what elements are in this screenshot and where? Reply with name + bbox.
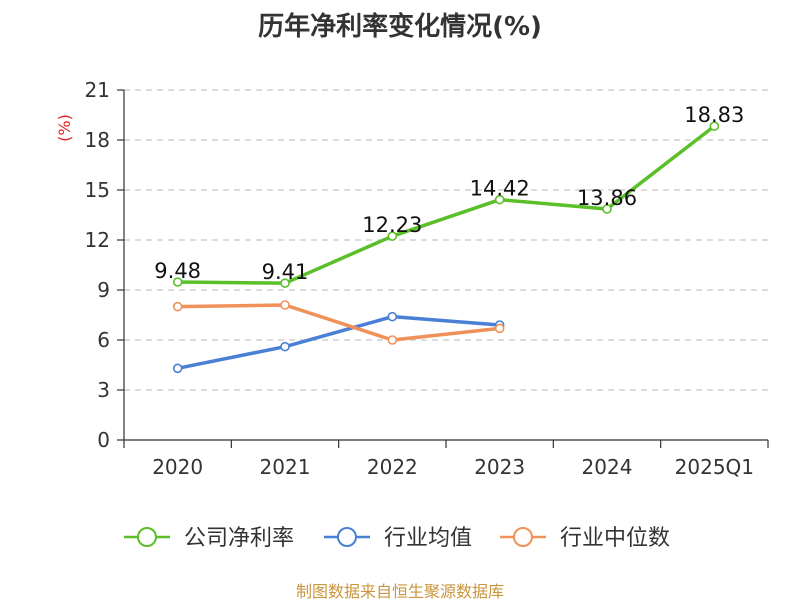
series-group <box>172 121 720 374</box>
y-tick-label: 3 <box>97 378 110 402</box>
y-axis-unit-label: (%) <box>55 114 74 142</box>
legend-marker <box>513 527 533 547</box>
data-point <box>280 278 290 288</box>
data-labels: 9.48 9.41 12.23 14.42 13.86 18.83 <box>154 103 744 284</box>
data-point <box>602 204 612 214</box>
y-tick-label: 21 <box>85 78 110 102</box>
y-tick-label: 12 <box>85 228 110 252</box>
legend-marker <box>137 527 157 547</box>
data-label: 12.23 <box>362 213 422 237</box>
y-axis-ticks: 0 3 6 9 12 15 18 21 <box>85 78 124 452</box>
legend: 公司净利率 行业均值 行业中位数 <box>124 526 670 551</box>
data-point <box>709 121 720 131</box>
data-point <box>494 323 505 334</box>
grid-lines <box>124 89 768 391</box>
legend-label: 公司净利率 <box>184 526 294 551</box>
x-axis-ticks: 2020 2021 2022 2023 2024 2025Q1 <box>123 440 769 479</box>
data-label: 14.42 <box>470 177 530 201</box>
data-point <box>494 194 505 205</box>
data-label: 13.86 <box>577 186 637 210</box>
x-tick-label: 2025Q1 <box>675 455 754 479</box>
y-tick-label: 18 <box>85 128 110 152</box>
y-tick-label: 0 <box>97 428 110 452</box>
y-tick-label: 15 <box>85 178 110 202</box>
chart-title: 历年净利率变化情况(%) <box>258 12 542 42</box>
legend-marker <box>337 527 357 547</box>
series-line <box>175 124 717 285</box>
data-point <box>280 341 290 352</box>
y-tick-label: 9 <box>97 278 110 302</box>
data-point <box>172 301 183 312</box>
data-label: 18.83 <box>684 103 744 127</box>
x-tick-label: 2024 <box>582 455 633 479</box>
x-tick-label: 2021 <box>260 455 311 479</box>
data-point <box>387 231 398 241</box>
data-point <box>172 277 183 287</box>
data-point <box>172 363 183 374</box>
legend-label: 行业中位数 <box>560 526 670 551</box>
series-line <box>175 314 502 371</box>
series-line <box>175 303 502 342</box>
legend-label: 行业均值 <box>384 526 472 551</box>
data-label: 9.48 <box>154 259 201 283</box>
data-point <box>280 300 290 310</box>
data-point <box>387 311 398 322</box>
x-tick-label: 2022 <box>367 455 418 479</box>
data-label: 9.41 <box>262 260 309 284</box>
y-tick-label: 6 <box>97 328 110 352</box>
x-tick-label: 2020 <box>152 455 203 479</box>
source-note: 制图数据来自恒生聚源数据库 <box>295 582 504 601</box>
x-tick-label: 2023 <box>474 455 525 479</box>
data-point <box>387 335 398 345</box>
